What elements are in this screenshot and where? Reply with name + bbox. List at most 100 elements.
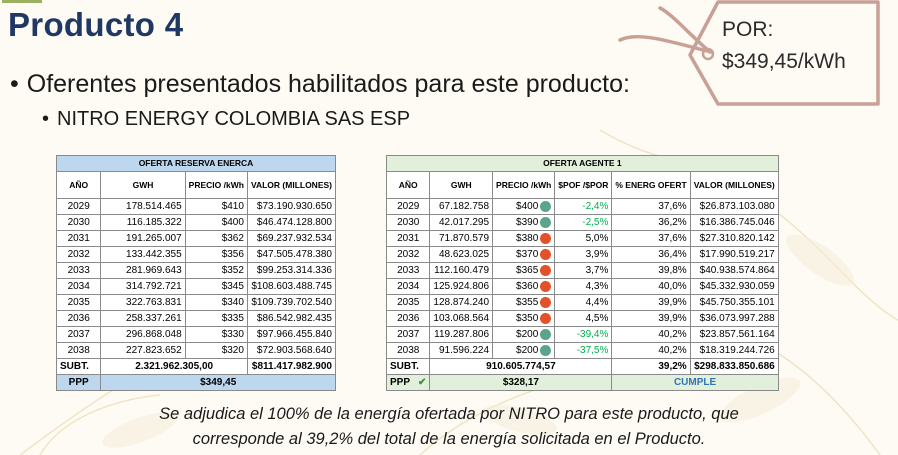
col-header-gwh: GWH <box>100 171 186 199</box>
table-row: 2036 258.337.261 $335 $86.542.982.435 <box>55 310 337 327</box>
cell-value: $18.319.244.726 <box>689 342 779 359</box>
cell-price: $360 <box>492 278 556 295</box>
cell-year: 2030 <box>55 214 102 231</box>
cell-energy-pct: 36,4% <box>611 246 691 263</box>
cell-year: 2031 <box>385 230 431 247</box>
red-indicator-icon <box>540 312 552 324</box>
col-header-price: PRECIO /kWh <box>492 171 556 199</box>
cell-year: 2037 <box>55 326 102 343</box>
price-text: $360 <box>516 281 539 293</box>
cell-energy-pct: 39,8% <box>611 262 691 279</box>
cell-value: $45.332.930.059 <box>689 278 779 295</box>
check-icon: ✔ <box>418 377 427 388</box>
cell-year: 2034 <box>385 278 431 295</box>
cell-price: $390 <box>492 214 556 231</box>
cell-price: $410 <box>184 198 248 215</box>
cell-gwh: 125.924.806 <box>429 278 494 295</box>
col-header-gwh: GWH <box>429 171 494 199</box>
cell-ratio: 3,7% <box>554 262 613 279</box>
col-header-value: VALOR (MILLONES) <box>689 171 779 199</box>
footer-line-1: Se adjudica el 100% de la energía oferta… <box>159 405 739 423</box>
table-row: 2034 125.924.806 $360 4,3% 40,0% $45.332.930.… <box>385 278 779 295</box>
cell-gwh: 91.596.224 <box>429 342 494 359</box>
table-caption: OFERTA AGENTE 1 <box>386 155 779 172</box>
cell-price: $345 <box>184 278 248 295</box>
bullet-sub-text: NITRO ENERGY COLOMBIA SAS ESP <box>57 108 411 130</box>
cell-year: 2037 <box>385 326 431 343</box>
cell-value: $27.310.820.142 <box>689 230 779 247</box>
reserve-offer-table: OFERTA RESERVA ENERCA AÑO GWH PRECIO /kW… <box>55 155 337 391</box>
cell-ratio: 3,9% <box>554 246 613 263</box>
footer-line-2: corresponde al 39,2% del total de la ene… <box>192 430 706 448</box>
price-tag-value: $349,45/kWh <box>722 50 846 73</box>
cell-gwh: 42.017.295 <box>429 214 494 231</box>
cell-gwh: 322.763.831 <box>100 294 186 311</box>
cell-price: $355 <box>492 294 556 311</box>
ppp-value: $349,45 <box>100 374 336 391</box>
table-body: 2029 178.514.465 $410 $73.190.930.650 2030 11… <box>55 198 337 359</box>
cell-ratio: 5,0% <box>554 230 613 247</box>
cell-value: $40.938.574.864 <box>689 262 779 279</box>
cell-value: $23.857.561.164 <box>689 326 779 343</box>
cell-year: 2033 <box>385 262 431 279</box>
cell-year: 2036 <box>55 310 102 327</box>
cell-energy-pct: 40,0% <box>611 278 691 295</box>
bullet-dot-icon: • <box>42 108 50 130</box>
table-row: 2032 48.623.025 $370 3,9% 36,4% $17.990.519.2… <box>385 246 779 263</box>
table-row: 2038 91.596.224 $200 -37,5% 40,2% $18.319.244… <box>385 342 779 359</box>
cell-gwh: 191.265.007 <box>100 230 186 247</box>
cell-price: $356 <box>184 246 248 263</box>
cell-gwh: 227.823.652 <box>100 342 186 359</box>
cell-price: $400 <box>184 214 248 231</box>
table-row: 2035 322.763.831 $340 $109.739.702.540 <box>55 294 337 311</box>
cell-value: $36.073.997.288 <box>689 310 779 327</box>
price-text: $380 <box>516 233 539 245</box>
cell-value: $16.386.745.046 <box>689 214 779 231</box>
price-text: $355 <box>516 297 539 309</box>
ppp-label: PPP <box>55 374 102 391</box>
subtotal-value: $811.417.982.900 <box>246 358 337 375</box>
cell-year: 2034 <box>55 278 102 295</box>
cell-year: 2032 <box>55 246 102 263</box>
cell-gwh: 296.868.048 <box>100 326 186 343</box>
table-row: 2032 133.442.355 $356 $47.505.478.380 <box>55 246 337 263</box>
table-row: 2030 116.185.322 $400 $46.474.128.800 <box>55 214 337 231</box>
cell-gwh: 314.792.721 <box>100 278 186 295</box>
cell-value: $109.739.702.540 <box>246 294 337 311</box>
cell-year: 2031 <box>55 230 102 247</box>
cell-price: $362 <box>184 230 248 247</box>
cell-year: 2029 <box>385 198 431 215</box>
cell-energy-pct: 36,2% <box>611 214 691 231</box>
cell-price: $330 <box>184 326 248 343</box>
cell-value: $45.750.355.101 <box>689 294 779 311</box>
cell-year: 2035 <box>385 294 431 311</box>
cell-price: $335 <box>184 310 248 327</box>
price-text: $200 <box>516 345 539 357</box>
cell-price: $350 <box>492 310 556 327</box>
ppp-label-text: PPP <box>390 377 411 388</box>
cell-year: 2038 <box>385 342 431 359</box>
red-indicator-icon <box>540 264 552 276</box>
cell-value: $47.505.478.380 <box>246 246 337 263</box>
cell-value: $72.903.568.640 <box>246 342 337 359</box>
price-text: $400 <box>516 201 539 213</box>
cell-energy-pct: 40,2% <box>611 342 691 359</box>
cell-price: $200 <box>492 326 556 343</box>
cell-value: $86.542.982.435 <box>246 310 337 327</box>
cell-price: $400 <box>492 198 556 215</box>
green-indicator-icon <box>540 200 552 212</box>
cell-ratio: 4,5% <box>554 310 613 327</box>
price-text: $390 <box>516 217 539 229</box>
ppp-value: $328,17 <box>429 374 613 391</box>
bullet-sub: • NITRO ENERGY COLOMBIA SAS ESP <box>42 108 410 131</box>
table-row: 2037 296.868.048 $330 $97.966.455.840 <box>55 326 337 343</box>
subtotal-energy-pct: 39,2% <box>611 358 691 375</box>
cell-price: $352 <box>184 262 248 279</box>
price-tag: POR: $349,45/kWh <box>722 14 846 78</box>
ppp-status: CUMPLE <box>611 374 779 391</box>
price-text: $365 <box>516 265 539 277</box>
cell-price: $340 <box>184 294 248 311</box>
col-header-ratio: $POF /$POR <box>554 171 613 199</box>
subtotal-label: SUBT. <box>55 358 102 375</box>
cell-gwh: 48.623.025 <box>429 246 494 263</box>
